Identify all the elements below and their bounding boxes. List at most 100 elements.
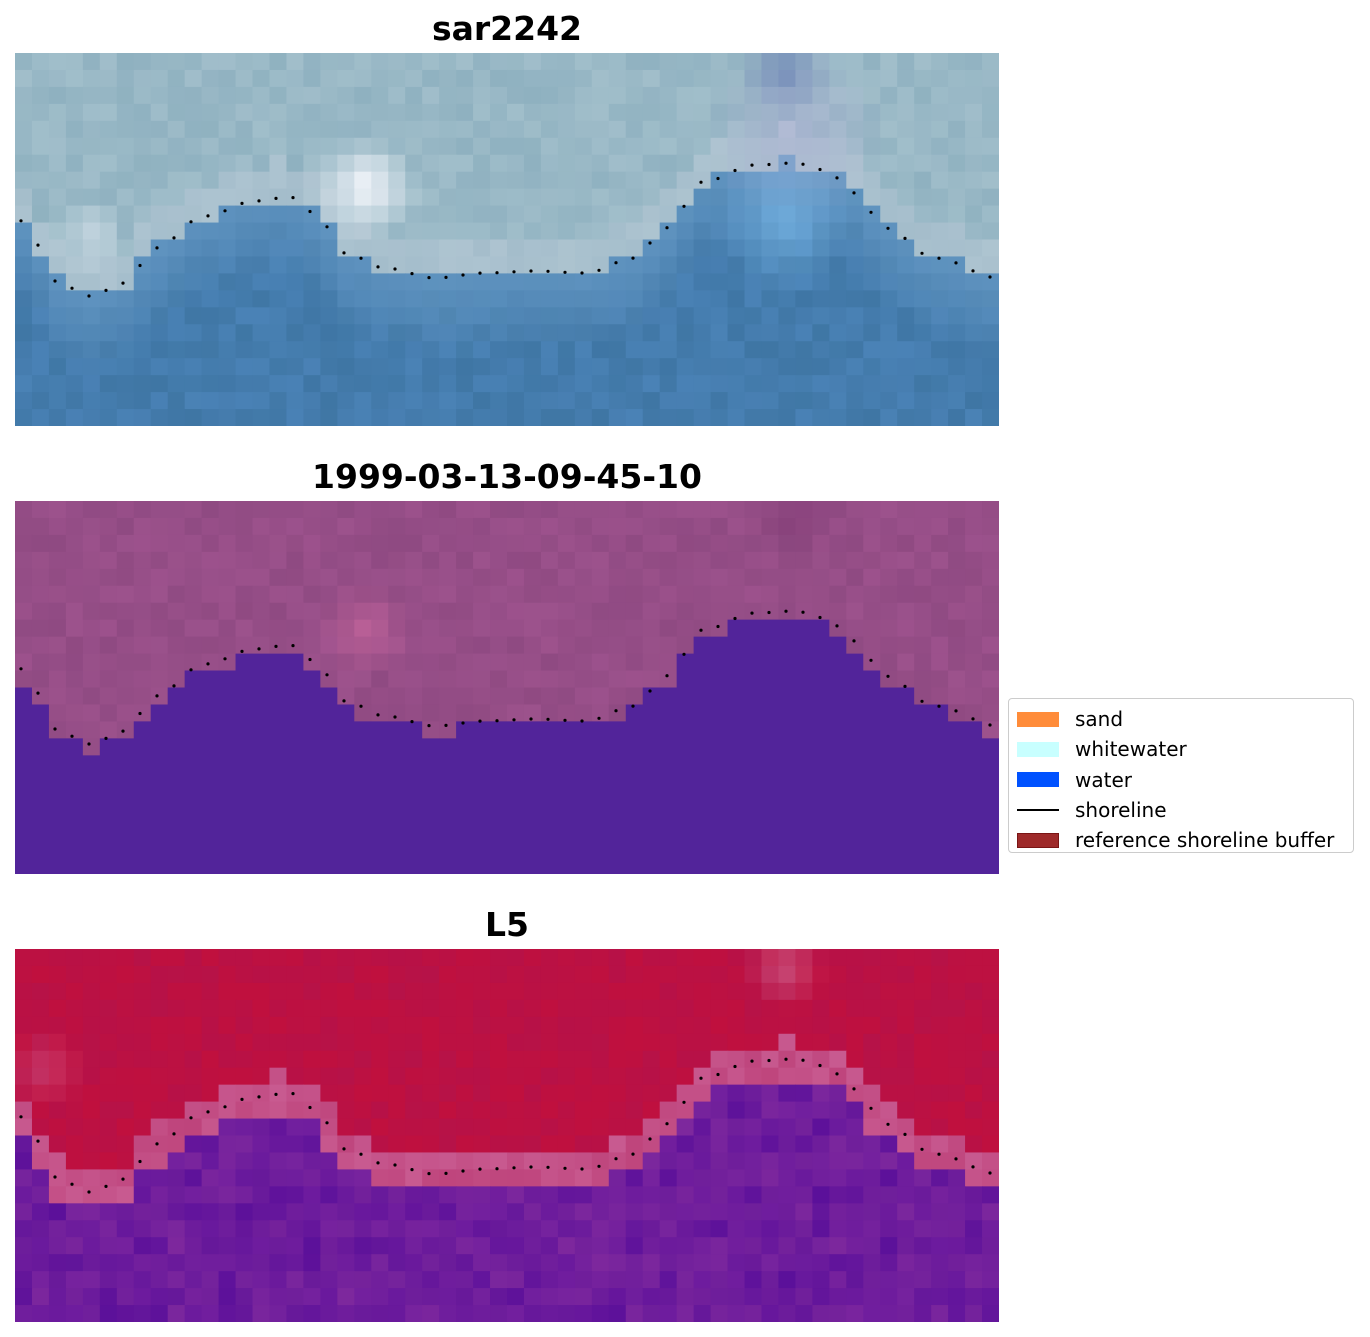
pixel-cell [710,534,729,553]
pixel-cell [303,222,321,241]
pixel-cell [676,1067,695,1086]
pixel-cell [591,1169,610,1187]
pixel-cell [880,86,898,105]
pixel-cell [218,358,237,376]
pixel-cell [303,1305,321,1322]
pixel-cell [235,534,254,553]
pixel-cell [693,392,712,410]
pixel-cell [439,120,457,139]
pixel-cell [490,1016,508,1035]
pixel-cell [252,1254,271,1272]
pixel-cell [863,982,881,1001]
pixel-cell [880,965,898,984]
pixel-cell [269,585,288,604]
pixel-cell [150,534,169,553]
pixel-cell [286,501,305,519]
pixel-cell [82,137,101,156]
pixel-cell [473,1288,491,1306]
pixel-cell [167,86,186,105]
pixel-cell [642,619,661,638]
pixel-cell [286,239,305,258]
pixel-cell [897,1084,915,1103]
pixel-cell [167,1271,186,1289]
pixel-cell [116,602,135,621]
pixel-cell [557,86,576,105]
legend-item-shoreline: shoreline [1017,795,1353,825]
pixel-cell [490,137,508,156]
pixel-cell [676,619,695,638]
pixel-cell [48,103,67,122]
pixel-cell [659,1237,678,1255]
pixel-cell [354,1203,372,1221]
pixel-cell [99,239,118,258]
pixel-cell [642,290,661,308]
shoreline-point [138,1159,142,1164]
pixel-cell [337,1016,355,1035]
pixel-cell [99,551,118,570]
pixel-cell [422,273,440,291]
pixel-cell [269,534,288,553]
pixel-cell [150,1084,169,1103]
shoreline-point [750,163,754,167]
pixel-cell [591,585,610,604]
pixel-cell [982,602,999,621]
pixel-cell [490,154,508,173]
pixel-cell [167,1135,186,1154]
pixel-cell [167,69,186,88]
pixel-cell [914,69,932,88]
pixel-cell [99,222,118,241]
pixel-cell [965,358,983,376]
pixel-cell [829,551,847,570]
pixel-cell [133,1237,152,1255]
pixel-cell [507,409,525,426]
pixel-cell [48,1186,67,1204]
pixel-cell [422,1152,440,1170]
pixel-cell [422,1254,440,1272]
pixel-cell [523,1135,542,1154]
pixel-cell [320,86,338,105]
pixel-cell [608,602,627,621]
pixel-cell [625,273,644,291]
pixel-cell [693,1118,712,1137]
pixel-cell [965,256,983,274]
pixel-cell [422,86,440,105]
pixel-cell [320,1220,338,1238]
pixel-cell [507,205,525,224]
legend-label: whitewater [1075,737,1187,762]
pixel-cell [761,1271,780,1289]
pixel-cell [625,205,644,224]
pixel-cell [625,619,644,638]
pixel-cell [456,1118,474,1137]
pixel-cell [184,239,203,258]
pixel-cell [15,358,33,376]
pixel-cell [116,949,135,967]
pixel-cell [591,999,610,1018]
pixel-cell [880,1135,898,1154]
shoreline-point [580,719,584,723]
pixel-cell [761,551,780,570]
pixel-cell [710,290,729,308]
pixel-cell [303,290,321,308]
shoreline-point [427,724,431,728]
pixel-cell [659,653,678,672]
pixel-cell [252,256,271,274]
pixel-cell [778,1135,797,1154]
pixel-cell [15,999,33,1018]
pixel-cell [507,1135,525,1154]
shoreline-point [529,1165,533,1169]
pixel-cell [439,1016,457,1035]
pixel-cell [269,69,288,88]
pixel-cell [846,69,864,88]
pixel-cell [337,1118,355,1137]
pixel-cell [252,517,271,536]
pixel-cell [574,1135,593,1154]
pixel-cell [829,120,847,139]
pixel-cell [744,965,763,984]
pixel-cell [82,619,101,638]
pixel-cell [320,103,338,122]
pixel-cell [456,1135,474,1154]
pixel-cell [608,1220,627,1238]
pixel-cell [184,273,203,291]
pixel-cell [880,1033,898,1052]
pixel-cell [931,551,949,570]
